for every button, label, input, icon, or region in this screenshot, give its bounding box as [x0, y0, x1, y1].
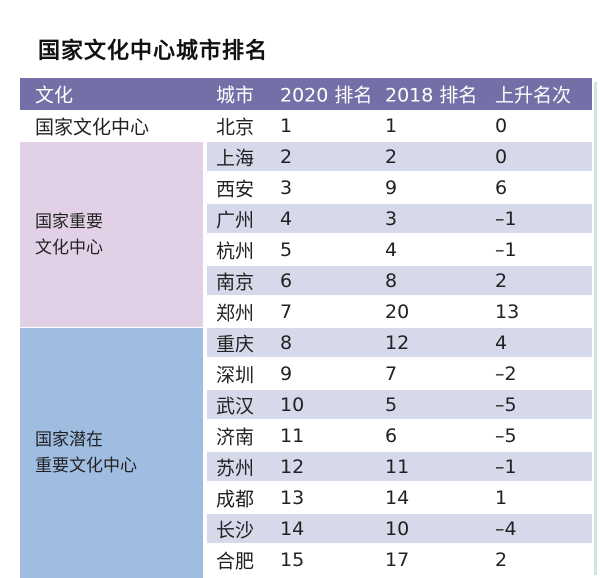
rank-2018-cell: 9 — [385, 176, 398, 199]
change-cell: –2 — [495, 362, 517, 385]
table-row: 合肥 15 17 2 — [20, 544, 592, 575]
rank-2018-cell: 1 — [385, 114, 398, 137]
rank-2020-cell: 6 — [280, 269, 293, 292]
city-cell: 长沙 — [216, 519, 255, 541]
rank-2020-cell: 3 — [280, 176, 293, 199]
change-cell: 1 — [495, 486, 508, 509]
table-row: 武汉 10 5 –5 — [20, 389, 592, 420]
rank-2020-cell: 15 — [280, 548, 305, 571]
rank-2020-cell: 4 — [280, 207, 293, 230]
city-cell: 合肥 — [216, 550, 255, 572]
rank-2020-cell: 2 — [280, 145, 293, 168]
table-row: 重庆 8 12 4 — [20, 327, 592, 358]
rank-2018-cell: 4 — [385, 238, 398, 261]
group-national-potential: 国家潜在重要文化中心 — [20, 328, 203, 578]
change-cell: –1 — [495, 238, 517, 261]
rank-2018-cell: 2 — [385, 145, 398, 168]
rank-2018-cell: 17 — [385, 548, 410, 571]
rank-2018-cell: 7 — [385, 362, 398, 385]
rank-2018-cell: 3 — [385, 207, 398, 230]
city-cell: 南京 — [216, 271, 255, 293]
rank-2018-cell: 12 — [385, 331, 410, 354]
rank-2020-cell: 11 — [280, 424, 305, 447]
city-cell: 重庆 — [216, 333, 255, 355]
header-change: 上升名次 — [495, 84, 572, 107]
city-cell: 深圳 — [216, 364, 255, 386]
rank-2020-cell: 5 — [280, 238, 293, 261]
city-cell: 成都 — [216, 488, 255, 510]
table-row: 上海 2 2 0 — [20, 141, 592, 172]
change-cell: 0 — [495, 114, 508, 137]
rank-2018-cell: 11 — [385, 455, 410, 478]
rank-2020-cell: 10 — [280, 393, 305, 416]
rank-2020-cell: 14 — [280, 517, 305, 540]
city-cell: 上海 — [216, 147, 255, 169]
right-edge-divider — [594, 82, 597, 575]
rank-2020-cell: 1 — [280, 114, 293, 137]
table-row: 成都 13 14 1 — [20, 482, 592, 513]
change-cell: –5 — [495, 393, 517, 416]
change-cell: –5 — [495, 424, 517, 447]
group-label-line1: 国家潜在 — [35, 430, 103, 450]
group-label-line1: 国家重要 — [35, 211, 103, 232]
rank-2018-cell: 14 — [385, 486, 410, 509]
city-cell: 济南 — [216, 426, 255, 448]
table-row: 深圳 9 7 –2 — [20, 358, 592, 389]
rank-2018-cell: 6 — [385, 424, 398, 447]
change-cell: 6 — [495, 176, 508, 199]
header-city: 城市 — [216, 84, 255, 107]
city-cell: 郑州 — [216, 302, 255, 324]
table-header: 文化 城市 2020 排名 2018 排名 上升名次 — [20, 78, 592, 110]
city-cell: 北京 — [216, 116, 255, 138]
header-culture: 文化 — [35, 84, 74, 107]
rank-2020-cell: 8 — [280, 331, 293, 354]
change-cell: –1 — [495, 455, 517, 478]
rank-2020-cell: 7 — [280, 300, 293, 323]
table-row: 广州 4 3 –1 — [20, 203, 592, 234]
group-label-line2: 重要文化中心 — [35, 456, 137, 476]
table-row: 杭州 5 4 –1 — [20, 234, 592, 265]
city-cell: 广州 — [216, 209, 255, 231]
table-row: 苏州 12 11 –1 — [20, 451, 592, 482]
city-cell: 武汉 — [216, 395, 255, 417]
group-national-important: 国家重要 文化中心 — [20, 142, 203, 327]
rank-2020-cell: 12 — [280, 455, 305, 478]
page-title: 国家文化中心城市排名 — [38, 39, 269, 64]
city-cell: 苏州 — [216, 457, 255, 479]
change-cell: 2 — [495, 548, 508, 571]
city-cell: 杭州 — [216, 240, 255, 262]
city-cell: 西安 — [216, 178, 255, 200]
rank-2018-cell: 10 — [385, 517, 410, 540]
ranking-table: 文化 城市 2020 排名 2018 排名 上升名次 国家重要文化中心 国家潜在… — [20, 78, 592, 578]
change-cell: 0 — [495, 145, 508, 168]
group-label-line2: 文化中心 — [35, 237, 103, 258]
rank-2020-cell: 13 — [280, 486, 305, 509]
rank-2018-cell: 8 — [385, 269, 398, 292]
change-cell: 13 — [495, 300, 520, 323]
change-cell: 2 — [495, 269, 508, 292]
group-label: 国家文化中心 — [35, 116, 150, 138]
table-row: 西安 3 9 6 — [20, 172, 592, 203]
table-row: 南京 6 8 2 — [20, 265, 592, 296]
table-row: 国家文化中心 北京 1 1 0 — [20, 110, 592, 141]
change-cell: –4 — [495, 517, 517, 540]
table-row: 郑州 7 20 13 — [20, 296, 592, 327]
change-cell: –1 — [495, 207, 517, 230]
rank-2018-cell: 20 — [385, 300, 410, 323]
rank-2018-cell: 5 — [385, 393, 398, 416]
header-rank-2020: 2020 排名 — [280, 84, 373, 107]
rank-2020-cell: 9 — [280, 362, 293, 385]
change-cell: 4 — [495, 331, 508, 354]
table-row: 长沙 14 10 –4 — [20, 513, 592, 544]
table-row: 济南 11 6 –5 — [20, 420, 592, 451]
header-rank-2018: 2018 排名 — [385, 84, 478, 107]
